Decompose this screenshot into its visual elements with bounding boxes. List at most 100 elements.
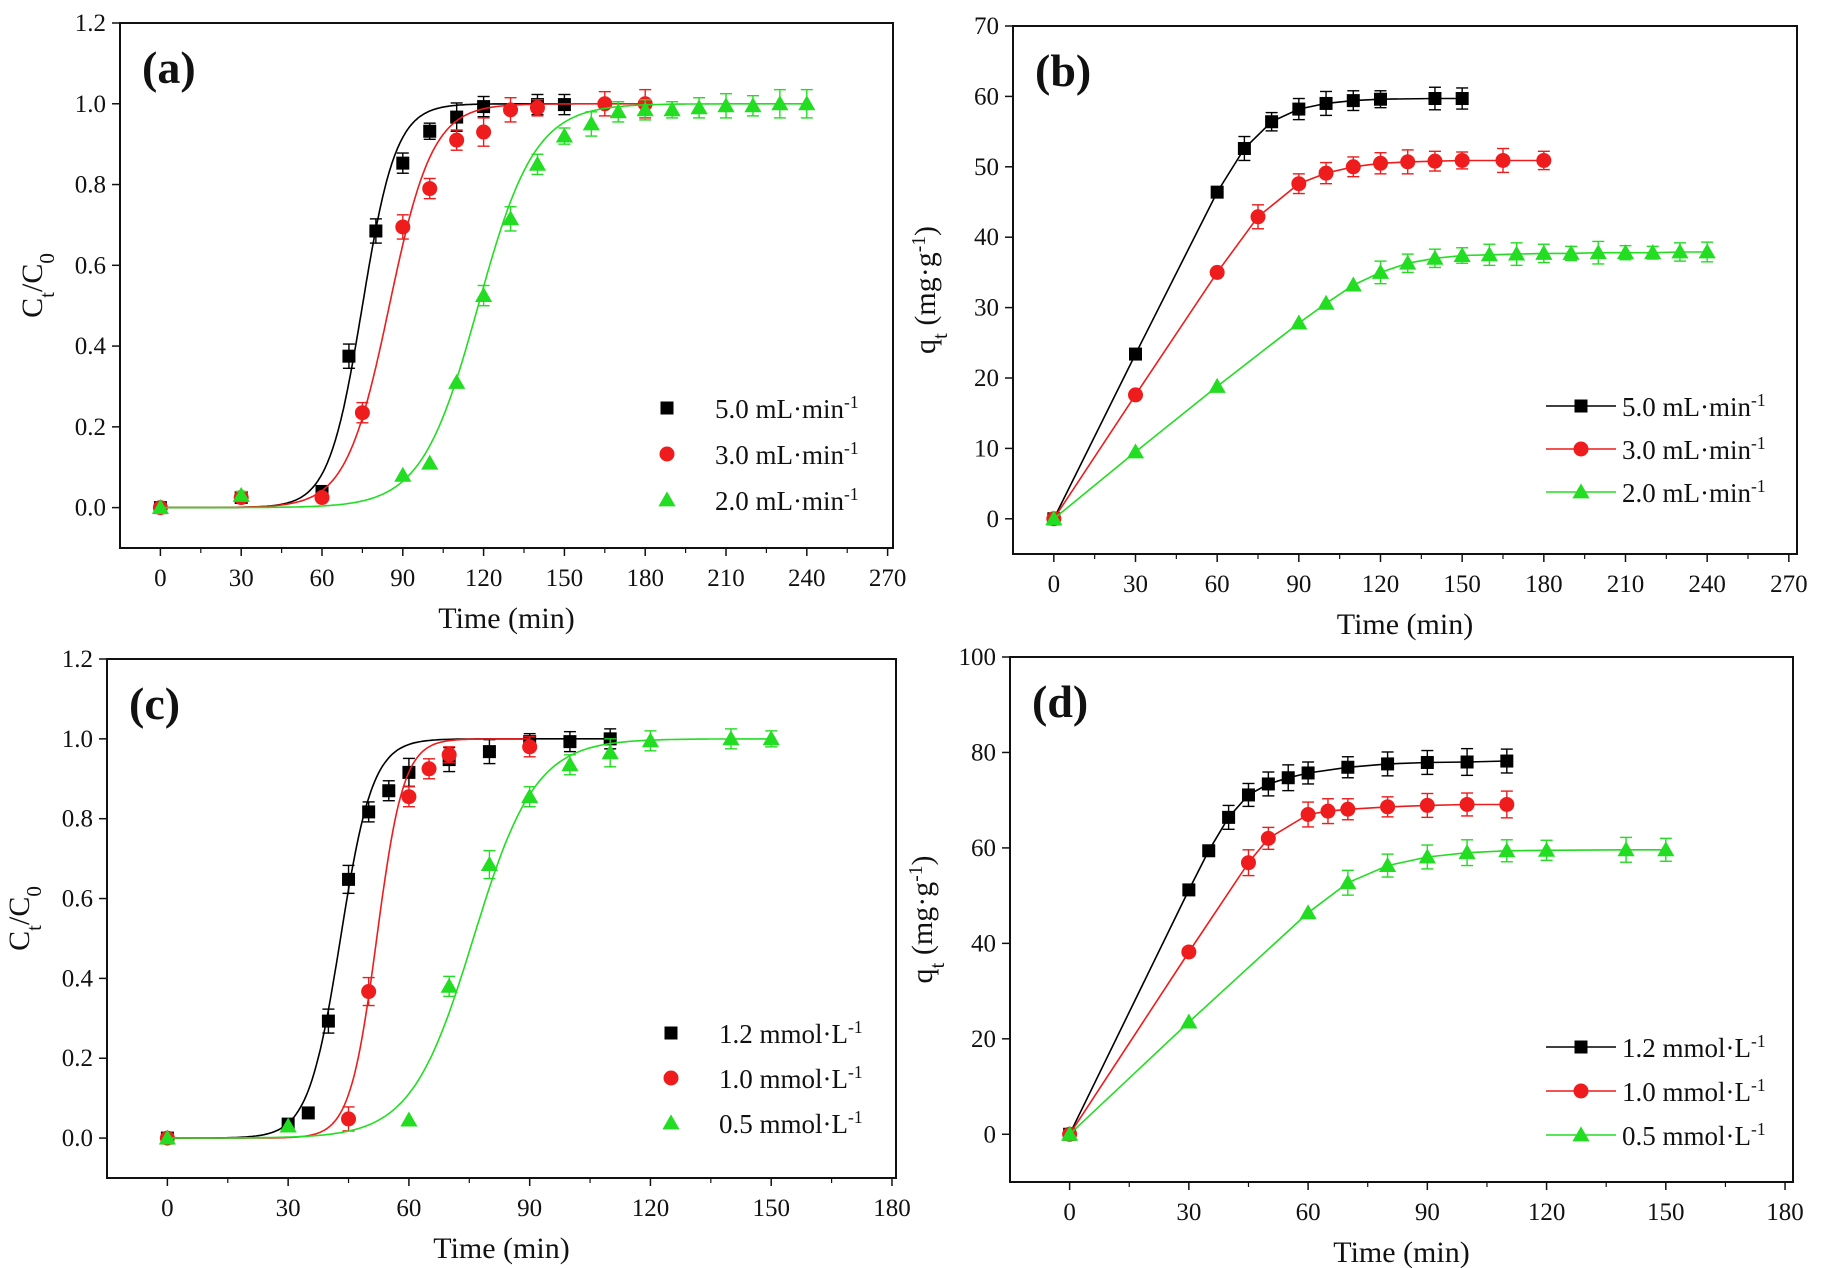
square-marker <box>423 124 437 138</box>
square-marker <box>1129 347 1142 361</box>
triangle-marker <box>1339 874 1357 890</box>
circle-marker <box>1345 159 1361 175</box>
triangle-marker <box>1572 1126 1590 1142</box>
legend-label-text: 0.5 mmol·L <box>1622 1121 1751 1151</box>
legend-label-text: 1.0 mmol·L <box>1622 1077 1751 1107</box>
legend-label-superscript: -1 <box>1751 1075 1766 1095</box>
chart-panel-c: 0 30 60 90 120 150 180 0.0 0.2 0.4 0.6 0.8 1.0 1.2 Tim… <box>3 646 911 1265</box>
triangle-marker <box>279 1117 297 1133</box>
circle-marker <box>401 789 417 805</box>
subscript: t <box>925 962 949 968</box>
triangle-marker <box>1290 314 1308 330</box>
series-2 <box>158 728 780 1145</box>
y-tick-label: 1.0 <box>62 726 93 753</box>
circle-marker <box>1499 796 1515 812</box>
circle-marker <box>1340 801 1356 817</box>
legend-label: 1.2 mmol·L-1 <box>719 1017 863 1049</box>
triangle-marker <box>1458 844 1476 860</box>
chart-panel-d: 0 30 60 90 120 150 180 0 20 40 60 80 100 Time (min) qt… <box>906 644 1804 1268</box>
y-tick-label: 40 <box>974 224 999 251</box>
triangle-marker <box>1535 244 1553 260</box>
series-0 <box>1047 86 1469 526</box>
square-marker <box>1420 755 1434 769</box>
triangle-marker <box>561 756 579 772</box>
x-axis-title: Time (min) <box>1337 608 1473 641</box>
x-tick-label: 270 <box>869 565 907 592</box>
legend-label-superscript: -1 <box>844 392 859 412</box>
text-segment: q <box>906 968 939 983</box>
circle-marker <box>1454 152 1470 168</box>
triangle-marker <box>1617 841 1635 857</box>
plot-area <box>151 88 816 516</box>
y-tick-label: 60 <box>974 83 999 110</box>
legend-label-text: 3.0 mL·min <box>715 440 844 470</box>
circle-marker <box>663 1070 679 1086</box>
triangle-marker <box>232 486 250 502</box>
triangle-marker <box>1045 510 1063 526</box>
panel-label: (c) <box>129 678 180 729</box>
circle-marker <box>1291 176 1307 192</box>
legend: 1.2 mmol·L-11.0 mmol·L-10.5 mmol·L-1 <box>662 1017 863 1139</box>
triangle-marker <box>1698 243 1716 259</box>
plot-frame <box>106 658 897 1179</box>
legend-label: 3.0 mL·min-1 <box>1622 433 1766 465</box>
x-tick-label: 90 <box>1286 571 1311 598</box>
series-2 <box>1061 836 1675 1141</box>
x-tick-label: 150 <box>1443 571 1481 598</box>
text-segment: C <box>3 931 36 951</box>
x-tick-label: 120 <box>465 565 503 592</box>
legend-label: 2.0 mL·min-1 <box>715 484 859 516</box>
circle-marker <box>529 100 545 116</box>
x-tick-label: 60 <box>1205 571 1230 598</box>
triangle-marker <box>1616 244 1635 260</box>
square-marker <box>301 1106 315 1120</box>
triangle-marker <box>1453 246 1471 262</box>
x-tick-label: 60 <box>1296 1199 1321 1226</box>
square-marker <box>664 1026 678 1040</box>
square-marker <box>1292 102 1306 116</box>
fit-curve <box>167 738 772 1139</box>
x-tick-label: 210 <box>1607 571 1645 598</box>
triangle-marker <box>798 95 816 111</box>
circle-marker <box>1536 152 1552 168</box>
square-marker <box>1182 883 1196 897</box>
plot-area <box>1061 747 1675 1142</box>
legend-label-superscript: -1 <box>848 1017 863 1037</box>
triangle-marker <box>662 1114 680 1130</box>
triangle-marker <box>1657 841 1675 857</box>
triangle-marker <box>717 97 735 113</box>
triangle-marker <box>158 1129 176 1145</box>
triangle-marker <box>658 491 676 507</box>
y-tick-label: 0.0 <box>75 495 106 522</box>
triangle-marker <box>1480 246 1498 262</box>
triangle-marker <box>601 744 619 760</box>
triangle-marker <box>744 97 762 113</box>
chart-panel-a: 0 30 60 90 120 150 180 210 240 270 0.0 0.2 0.4 0.6 0.8… <box>16 10 906 635</box>
y-tick-label: 1.2 <box>75 10 106 37</box>
square-marker <box>1241 788 1255 802</box>
square-marker <box>1237 141 1251 155</box>
square-marker <box>1381 757 1395 771</box>
triangle-marker <box>1344 276 1362 292</box>
x-tick-label: 180 <box>873 1195 911 1222</box>
x-tick-label: 30 <box>276 1195 301 1222</box>
y-tick-label: 0.0 <box>62 1125 93 1152</box>
square-marker <box>563 735 577 749</box>
text-segment: /C <box>16 264 49 292</box>
legend-label-superscript: -1 <box>844 438 859 458</box>
square-marker <box>1460 755 1474 769</box>
triangle-marker <box>1208 377 1226 393</box>
y-tick-label: 80 <box>971 739 996 766</box>
triangle-marker <box>690 99 708 115</box>
triangle-marker <box>1671 243 1689 259</box>
y-tick-label: 0.6 <box>75 252 106 279</box>
legend-label: 1.0 mmol·L-1 <box>1622 1075 1766 1107</box>
circle-marker <box>476 124 492 140</box>
panel-label: (a) <box>142 42 196 93</box>
square-marker <box>1301 766 1315 780</box>
triangle-marker <box>641 732 660 748</box>
triangle-marker <box>501 210 520 226</box>
legend: 1.2 mmol·L-11.0 mmol·L-10.5 mmol·L-1 <box>1546 1031 1766 1151</box>
plot-area <box>1045 86 1716 527</box>
